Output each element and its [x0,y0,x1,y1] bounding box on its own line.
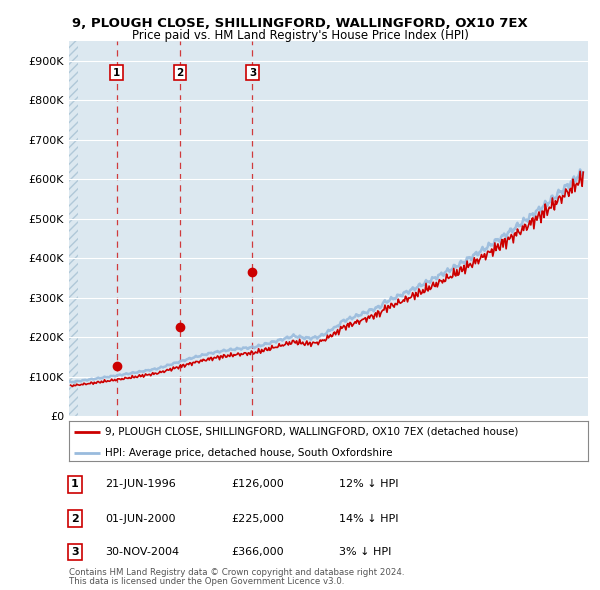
Text: 2: 2 [71,514,79,523]
Text: Price paid vs. HM Land Registry's House Price Index (HPI): Price paid vs. HM Land Registry's House … [131,30,469,42]
Text: 3% ↓ HPI: 3% ↓ HPI [339,548,391,557]
Text: £126,000: £126,000 [231,480,284,489]
Text: 9, PLOUGH CLOSE, SHILLINGFORD, WALLINGFORD, OX10 7EX (detached house): 9, PLOUGH CLOSE, SHILLINGFORD, WALLINGFO… [106,427,519,437]
Text: 1: 1 [71,480,79,489]
Text: 14% ↓ HPI: 14% ↓ HPI [339,514,398,523]
Text: 3: 3 [71,548,79,557]
Text: 1: 1 [113,68,121,78]
Text: Contains HM Land Registry data © Crown copyright and database right 2024.: Contains HM Land Registry data © Crown c… [69,568,404,577]
Text: £225,000: £225,000 [231,514,284,523]
Text: 2: 2 [176,68,184,78]
Text: 9, PLOUGH CLOSE, SHILLINGFORD, WALLINGFORD, OX10 7EX: 9, PLOUGH CLOSE, SHILLINGFORD, WALLINGFO… [72,17,528,30]
Text: 12% ↓ HPI: 12% ↓ HPI [339,480,398,489]
Text: 21-JUN-1996: 21-JUN-1996 [105,480,176,489]
Text: 3: 3 [249,68,256,78]
Text: HPI: Average price, detached house, South Oxfordshire: HPI: Average price, detached house, Sout… [106,448,393,458]
Text: £366,000: £366,000 [231,548,284,557]
Bar [69,41,79,416]
Text: 01-JUN-2000: 01-JUN-2000 [105,514,176,523]
Text: This data is licensed under the Open Government Licence v3.0.: This data is licensed under the Open Gov… [69,578,344,586]
Text: 30-NOV-2004: 30-NOV-2004 [105,548,179,557]
